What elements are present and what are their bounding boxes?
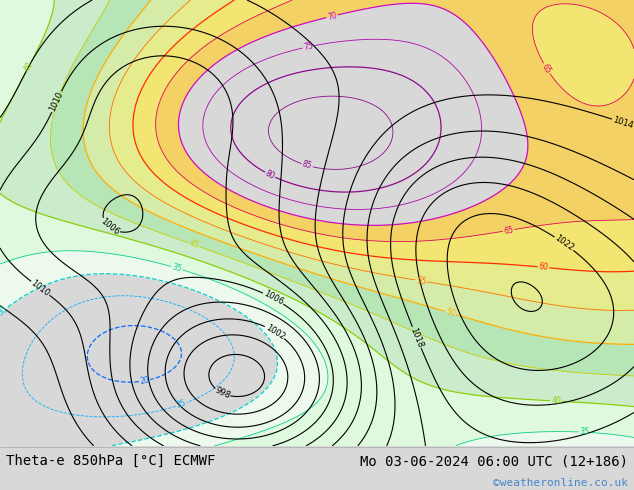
- Text: 50: 50: [444, 307, 456, 318]
- Text: 1006: 1006: [99, 217, 120, 237]
- Text: 1014: 1014: [612, 115, 634, 130]
- Text: 30: 30: [0, 304, 10, 317]
- Text: 1022: 1022: [553, 234, 575, 253]
- Text: 70: 70: [327, 11, 338, 22]
- Text: 65: 65: [540, 62, 553, 75]
- Text: 75: 75: [302, 41, 314, 52]
- Text: Mo 03-06-2024 06:00 UTC (12+186): Mo 03-06-2024 06:00 UTC (12+186): [359, 454, 628, 468]
- Text: 55: 55: [415, 276, 427, 286]
- Text: 40: 40: [551, 396, 561, 406]
- Text: 80: 80: [264, 169, 276, 181]
- Text: ©weatheronline.co.uk: ©weatheronline.co.uk: [493, 478, 628, 489]
- Text: 1010: 1010: [29, 278, 51, 298]
- Text: 35: 35: [579, 427, 590, 437]
- Text: Theta-e 850hPa [°C] ECMWF: Theta-e 850hPa [°C] ECMWF: [6, 454, 216, 468]
- Text: 60: 60: [538, 262, 548, 272]
- Text: 20: 20: [139, 375, 150, 386]
- Text: 35: 35: [171, 263, 183, 274]
- Text: 1010: 1010: [48, 90, 65, 113]
- Text: 85: 85: [301, 160, 313, 171]
- Text: 1018: 1018: [408, 326, 425, 349]
- Text: 1002: 1002: [264, 322, 286, 341]
- Text: 25: 25: [175, 399, 187, 410]
- Text: 45: 45: [188, 239, 200, 250]
- Text: 1006: 1006: [262, 289, 285, 307]
- Text: 998: 998: [214, 386, 232, 401]
- Text: 40: 40: [22, 61, 35, 74]
- Text: 65: 65: [503, 225, 514, 236]
